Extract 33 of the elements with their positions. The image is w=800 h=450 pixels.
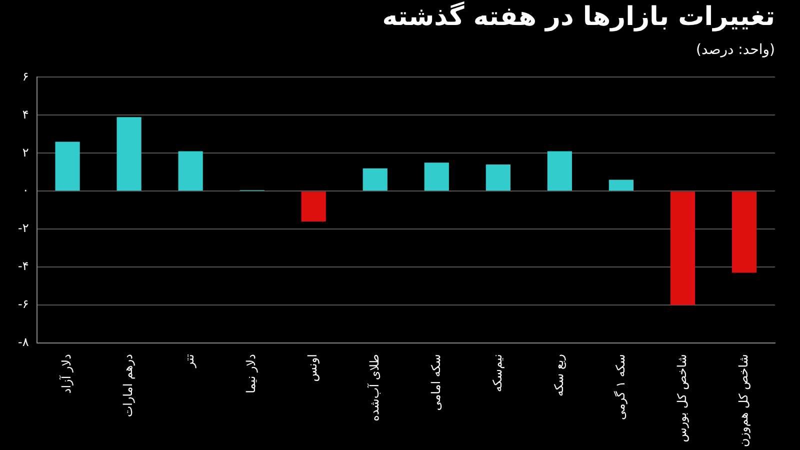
y-tick-label: -۴ <box>18 259 29 274</box>
bar <box>116 117 142 191</box>
x-tick-label: ربع سکه <box>552 354 566 396</box>
bar <box>670 192 696 306</box>
x-tick-label: نیم‌سکه <box>490 354 504 392</box>
x-tick-label: طلای آب‌شده <box>366 354 382 422</box>
y-tick-label: -۲ <box>18 221 29 236</box>
x-tick-label: درهم امارات <box>121 354 136 418</box>
x-tick-label: شاخص کل هم‌وزن <box>736 354 750 448</box>
bar <box>732 192 757 273</box>
bar <box>178 151 203 191</box>
x-tick-label: سکه امامی <box>428 354 443 411</box>
x-tick-label: تتر <box>182 354 197 369</box>
bar <box>301 192 326 222</box>
y-tick-label: -۶ <box>18 297 29 312</box>
bar <box>608 180 634 191</box>
bar <box>547 151 572 191</box>
y-tick-label: ۶ <box>22 69 29 84</box>
y-tick-label: -۸ <box>18 335 30 350</box>
y-tick-label: ۴ <box>22 107 29 122</box>
chart-title: تغییرات بازارها در هفته گذشته <box>382 2 775 32</box>
bar <box>55 142 80 191</box>
bar <box>424 162 449 191</box>
y-tick-label: ۰ <box>22 183 29 198</box>
y-tick-label: ۲ <box>22 145 29 160</box>
x-tick-label: دلار آزاد <box>58 354 74 394</box>
x-tick-label: شاخص کل بورس <box>674 354 689 442</box>
bar <box>486 164 510 191</box>
bar <box>362 168 388 191</box>
x-tick-label: سکه ۱ گرمی <box>613 354 628 420</box>
x-tick-label: دلار نیما <box>244 354 258 394</box>
chart-subtitle: (واحد: درصد) <box>696 42 775 58</box>
x-tick-label: اونس <box>306 354 320 382</box>
